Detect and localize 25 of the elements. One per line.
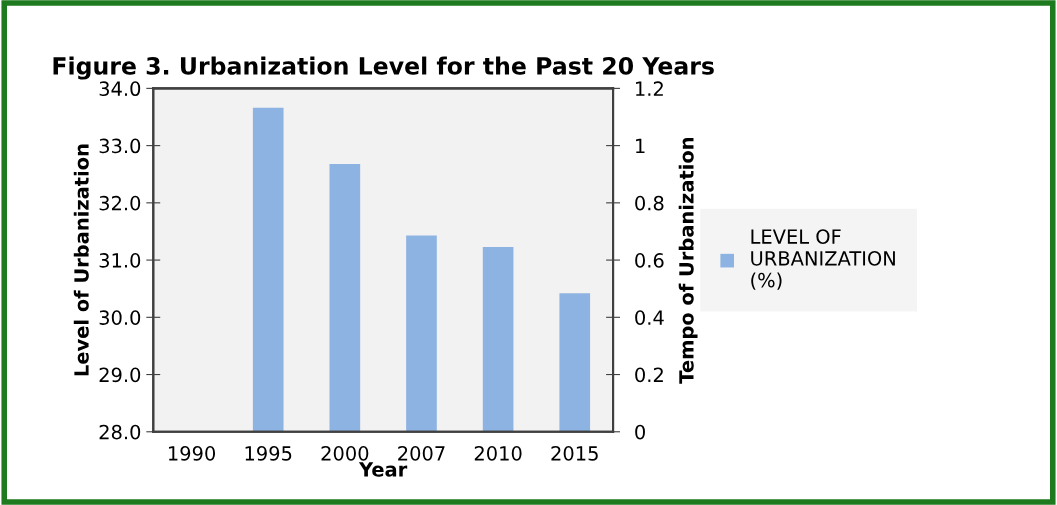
y-tick-label: 31.0: [99, 253, 141, 268]
y2-tick-label: 1: [636, 138, 645, 153]
y-tick-label: 34.0: [99, 81, 141, 97]
y2-tick-label: 0.6: [635, 253, 664, 268]
y-axis-title: Level of Urbanization: [73, 144, 89, 376]
y-tick-label: 29.0: [99, 367, 141, 383]
y2-axis-title: Tempo of Urbanization: [678, 137, 698, 384]
y2-tick-label: 0.8: [635, 195, 664, 211]
x-axis-title: Year: [358, 462, 408, 477]
x-tick-label: 2015: [551, 446, 598, 461]
x-tick-label: 2010: [474, 446, 522, 461]
y2-tick-label: 0.2: [635, 367, 663, 383]
y2-tick-label: 1.2: [636, 81, 663, 96]
x-tick-label: 1995: [245, 446, 292, 461]
x-tick-label: 2000: [321, 446, 369, 461]
y-tick-label: 28.0: [99, 424, 141, 440]
y-tick-label: 33.0: [99, 138, 141, 154]
y2-tick-label: 0: [635, 424, 645, 440]
y-tick-label: 32.0: [99, 195, 141, 211]
y2-tick-label: 0.4: [635, 310, 664, 325]
x-tick-label: 2007: [398, 446, 445, 461]
legend-label: LEVEL OF URBANIZATION (%): [751, 229, 895, 290]
x-tick-label: 1990: [168, 446, 216, 461]
chart-title: Figure 3. Urbanization Level for the Past 20 Years: [53, 56, 714, 80]
y-tick-label: 30.0: [99, 310, 141, 325]
